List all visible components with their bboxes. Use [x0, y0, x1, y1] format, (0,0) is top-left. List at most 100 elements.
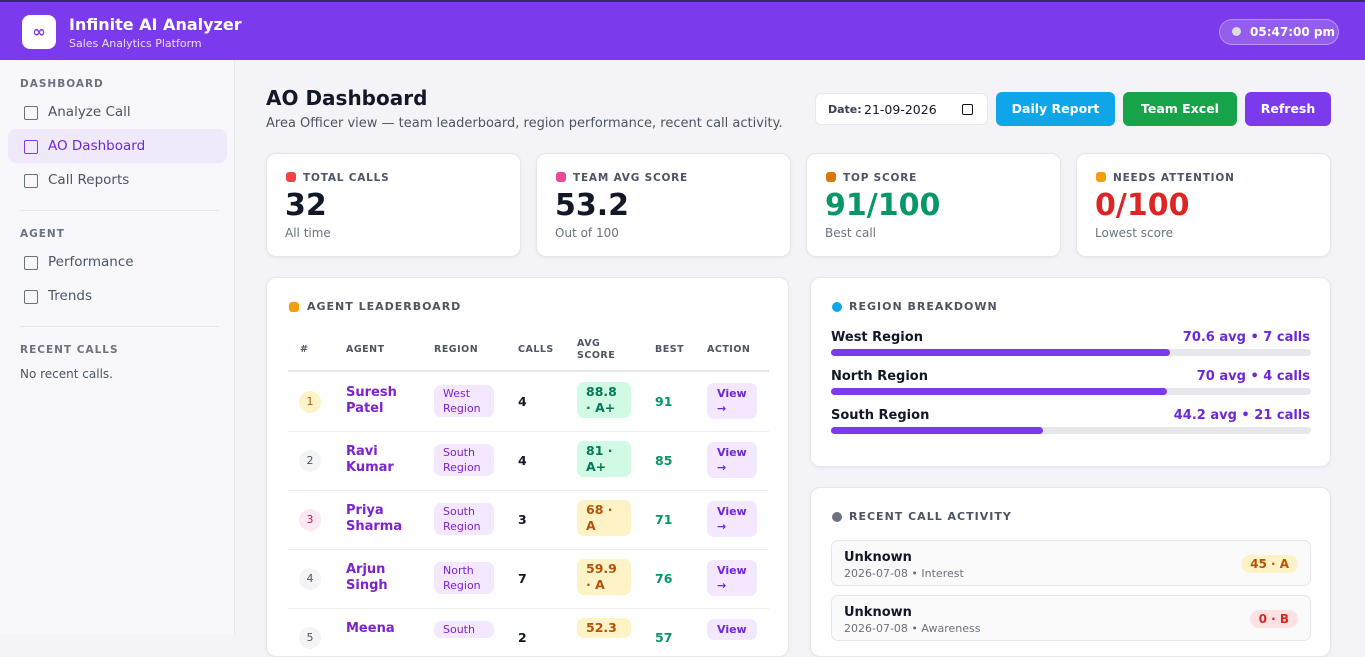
rank: 2	[299, 450, 321, 472]
separator	[20, 210, 219, 211]
region-name: West Region	[831, 330, 923, 345]
calls: 2	[518, 630, 527, 645]
calls: 7	[518, 571, 527, 586]
row-rule	[288, 490, 769, 491]
rank: 5	[299, 627, 321, 649]
stat-note: Best call	[825, 226, 877, 240]
calendar-icon	[962, 104, 973, 115]
stat-note: All time	[285, 226, 331, 240]
icon	[289, 302, 299, 312]
best: 57	[655, 630, 673, 645]
page-title: AO Dashboard	[266, 86, 428, 110]
bar	[831, 388, 1167, 395]
activity-meta: 2026-07-08 • Awareness	[844, 622, 981, 635]
stat-value: 32	[285, 188, 327, 223]
refresh-button[interactable]: Refresh	[1245, 92, 1331, 126]
section-heading: RECENT CALLS	[20, 344, 119, 356]
region-stats: 70 avg • 4 calls	[1196, 369, 1310, 384]
icon	[832, 512, 842, 522]
column-header: AGENT	[346, 344, 385, 355]
header: ∞ Infinite AI Analyzer Sales Analytics P…	[0, 0, 1365, 60]
agent-name[interactable]: Priya Sharma	[346, 503, 403, 534]
region-stats: 70.6 avg • 7 calls	[1182, 330, 1310, 345]
logo: ∞	[22, 15, 56, 49]
stat-note: Out of 100	[555, 226, 619, 240]
bar-track	[831, 388, 1311, 395]
clock: 05:47:00 pm	[1219, 19, 1339, 45]
column-header: REGION	[434, 344, 479, 355]
avg-score: 88.8 · A+	[577, 382, 631, 418]
app-title: Infinite AI Analyzer	[69, 15, 242, 34]
section-heading: DASHBOARD	[20, 78, 104, 90]
view-button[interactable]: View →	[707, 501, 757, 537]
activity-item[interactable]: Unknown 2026-07-08 • Interest 45 · A	[831, 540, 1311, 586]
stat-label: NEEDS ATTENTION	[1113, 172, 1235, 184]
view-button[interactable]: View →	[707, 560, 757, 596]
agent-name[interactable]: Suresh Patel	[346, 385, 397, 416]
activity-card: RECENT CALL ACTIVITY Unknown 2026-07-08 •…	[810, 487, 1331, 657]
region-name: North Region	[831, 369, 928, 384]
view-button[interactable]: View →	[707, 442, 757, 478]
stat-card: NEEDS ATTENTION 0/100 Lowest score	[1076, 153, 1331, 257]
stat-value: 53.2	[555, 188, 630, 223]
date-label: Date:	[828, 103, 862, 116]
calls: 4	[518, 453, 527, 468]
separator	[20, 326, 219, 327]
stat-note: Lowest score	[1095, 226, 1174, 240]
agent-name[interactable]: Meena	[346, 621, 395, 636]
daily-report-button[interactable]: Daily Report	[996, 92, 1115, 126]
leaderboard-card: AGENT LEADERBOARD # AGENT REGION CALLS AVG S…	[266, 277, 789, 657]
date-value: 21-09-2026	[864, 102, 937, 117]
nav-item[interactable]: Performance	[8, 245, 227, 279]
header-rule	[288, 370, 769, 372]
agent-name[interactable]: Ravi Kumar	[346, 444, 394, 475]
bar	[831, 349, 1170, 356]
column-header: CALLS	[518, 344, 554, 355]
row-rule	[288, 549, 769, 550]
rank: 4	[299, 568, 321, 590]
best: 76	[655, 571, 673, 586]
stat-card: TOP SCORE 91/100 Best call	[806, 153, 1061, 257]
best: 85	[655, 453, 673, 468]
icon	[556, 172, 566, 182]
column-header: ACTION	[707, 344, 751, 355]
view-button[interactable]: View →	[707, 383, 757, 419]
team-excel-button[interactable]: Team Excel	[1123, 92, 1237, 126]
date-picker[interactable]: Date: 21-09-2026	[815, 93, 988, 125]
agent-name[interactable]: Arjun Singh	[346, 562, 388, 593]
activity-name: Unknown	[844, 550, 912, 565]
rank: 1	[299, 391, 321, 413]
card-title: REGION BREAKDOWN	[849, 300, 998, 313]
column-header: #	[300, 344, 309, 355]
stat-label: TEAM AVG SCORE	[573, 172, 689, 184]
activity-meta: 2026-07-08 • Interest	[844, 567, 964, 580]
nav-item[interactable]: Trends	[8, 279, 227, 313]
activity-item[interactable]: Unknown 2026-07-08 • Awareness 0 · B	[831, 595, 1311, 641]
icon	[826, 172, 836, 182]
sidebar: DASHBOARD Analyze Call AO Dashboard Call Re…	[0, 60, 235, 635]
region-card: REGION BREAKDOWN West Region 70.6 avg • 7…	[810, 277, 1331, 467]
region-pill: West Region	[434, 385, 494, 417]
activity-name: Unknown	[844, 605, 912, 620]
page-subtitle: Area Officer view — team leaderboard, re…	[266, 116, 783, 131]
row-rule	[288, 608, 769, 609]
section-heading: AGENT	[20, 228, 65, 240]
avg-score: 68 · A	[577, 500, 631, 536]
region-pill: North Region	[434, 562, 494, 594]
stat-label: TOP SCORE	[843, 172, 918, 184]
activity-score: 0 · B	[1249, 610, 1298, 628]
nav-item[interactable]: AO Dashboard	[8, 129, 227, 163]
empty-text: No recent calls.	[20, 367, 113, 381]
icon	[286, 172, 296, 182]
region-pill: South Region	[434, 503, 494, 535]
bar-track	[831, 427, 1311, 434]
best: 91	[655, 394, 673, 409]
icon	[1096, 172, 1106, 182]
avg-score: 59.9 · A	[577, 559, 631, 595]
rank: 3	[299, 509, 321, 531]
app-subtitle: Sales Analytics Platform	[69, 37, 202, 50]
bar	[831, 427, 1044, 434]
view-button[interactable]: View	[707, 619, 757, 640]
nav-item[interactable]: Analyze Call	[8, 95, 227, 129]
nav-item[interactable]: Call Reports	[8, 163, 227, 197]
